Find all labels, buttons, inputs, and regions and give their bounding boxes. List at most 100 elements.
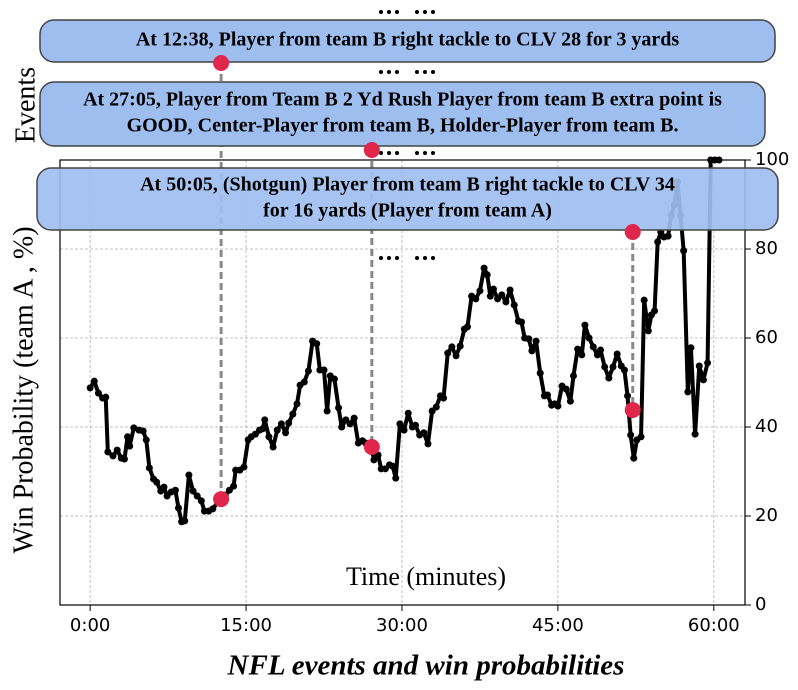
data-point (630, 454, 638, 462)
data-point (153, 478, 161, 486)
data-point (189, 487, 197, 495)
data-point (684, 388, 692, 396)
event-text: At 50:05, (Shotgun) Player from team B r… (140, 174, 675, 196)
data-point (265, 433, 273, 441)
ellipsis-dot (423, 10, 427, 14)
data-point (589, 343, 597, 351)
ellipsis-dot (395, 70, 399, 74)
event-dot (624, 402, 641, 419)
ellipsis-dot (431, 151, 435, 155)
data-point (486, 292, 494, 300)
data-point (289, 410, 297, 418)
data-point (489, 285, 497, 293)
ellipsis-dot (423, 151, 427, 155)
data-point (320, 366, 328, 374)
x-tick-label: 45:00 (532, 615, 584, 636)
data-point (300, 378, 308, 386)
data-point (193, 492, 201, 500)
event-text: GOOD, Center-Player from team B, Holder-… (127, 115, 679, 137)
data-point (230, 482, 238, 490)
y-tick-label: 40 (755, 416, 778, 437)
data-point (432, 403, 440, 411)
ellipsis-dot (431, 256, 435, 260)
data-point (440, 394, 448, 402)
data-point (160, 483, 168, 491)
data-point (624, 392, 632, 400)
event-panel-dot (363, 142, 380, 158)
data-point (574, 345, 582, 353)
x-tick-label: 30:00 (376, 615, 428, 636)
data-point (585, 334, 593, 342)
y-tick-label: 60 (755, 327, 778, 348)
data-point (456, 342, 464, 350)
data-point (654, 238, 662, 246)
data-point (536, 369, 544, 377)
data-point (86, 384, 94, 392)
data-point (518, 318, 526, 326)
data-point (142, 436, 150, 444)
data-point (640, 296, 648, 304)
data-point (396, 420, 404, 428)
data-point (581, 321, 589, 329)
data-point (695, 362, 703, 370)
data-point (259, 425, 267, 433)
ellipsis-dot (395, 256, 399, 260)
ellipsis-dot (431, 10, 435, 14)
data-point (605, 374, 613, 382)
data-point (569, 372, 577, 380)
data-point (145, 464, 153, 472)
data-point (285, 419, 293, 427)
data-point (510, 301, 518, 309)
data-point (463, 323, 471, 331)
ellipsis-dot (415, 70, 419, 74)
data-point (209, 505, 217, 513)
data-point (139, 427, 147, 435)
data-point (400, 426, 408, 434)
data-point (370, 456, 378, 464)
data-point (277, 420, 285, 428)
event-panel-dot (213, 55, 230, 71)
panel-label: Events (10, 67, 41, 143)
event-text: for 16 yards (Player from team A) (263, 200, 552, 222)
ellipsis-group (379, 10, 435, 260)
data-point (313, 340, 321, 348)
data-point (620, 366, 628, 374)
data-point (664, 232, 672, 240)
data-point (104, 448, 112, 456)
data-point (346, 420, 354, 428)
data-point (699, 376, 707, 384)
ellipsis-dot (395, 151, 399, 155)
event-text: At 12:38, Player from team B right tackl… (136, 29, 679, 51)
y-axis-label: Win Probability (team A , %) (8, 226, 39, 553)
data-point (498, 291, 506, 299)
caption: NFL events and win probabilities (227, 650, 625, 682)
data-point (525, 335, 533, 343)
data-point (282, 429, 290, 437)
data-point (404, 409, 412, 417)
data-point (687, 344, 695, 352)
data-point (126, 442, 134, 450)
data-point (304, 367, 312, 375)
y-tick-label: 80 (755, 238, 778, 259)
event-dot (213, 491, 230, 508)
data-point (528, 347, 536, 355)
data-point (240, 463, 248, 471)
data-point (532, 337, 540, 345)
data-point (644, 327, 652, 335)
data-point (420, 429, 428, 437)
data-point (124, 433, 132, 441)
data-point (330, 375, 338, 383)
data-point (613, 350, 621, 358)
ellipsis-dot (415, 151, 419, 155)
data-point (597, 346, 605, 354)
data-point (350, 414, 358, 422)
data-point (90, 377, 98, 385)
data-point (444, 349, 452, 357)
x-tick-label: 15:00 (220, 615, 272, 636)
data-point (273, 426, 281, 434)
data-point (476, 287, 484, 295)
data-point (691, 430, 699, 438)
data-point (483, 271, 491, 279)
ellipsis-dot (387, 70, 391, 74)
